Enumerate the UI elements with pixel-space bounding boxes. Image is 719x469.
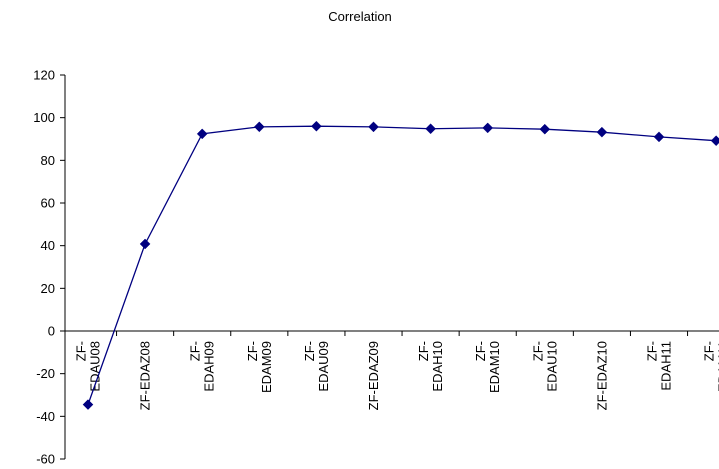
x-category-line: EDAH11 <box>659 341 674 391</box>
x-category-label: ZF-EDAZ10 <box>594 341 609 410</box>
x-category-line: EDAU08 <box>88 341 103 392</box>
axes <box>64 75 719 459</box>
data-point-marker <box>196 128 208 140</box>
x-category-label: ZF- EDAU08 <box>74 341 103 392</box>
y-tick-label: 100 <box>33 110 55 125</box>
data-point-marker <box>425 123 436 135</box>
y-tick-label: 120 <box>33 68 55 83</box>
x-category-line: ZF-EDAZ08 <box>138 341 153 410</box>
x-category-line: EDAM11 <box>716 341 719 392</box>
data-point-marker <box>482 122 494 134</box>
x-category-line: EDAM10 <box>487 341 502 393</box>
x-category-line: ZF- <box>416 341 431 361</box>
x-category-line: ZF- <box>645 341 660 361</box>
data-point-marker <box>311 120 322 132</box>
x-category-label: ZF- EDAH09 <box>188 341 217 392</box>
x-category-line: EDAH09 <box>202 341 217 392</box>
data-point-marker <box>139 238 151 250</box>
x-category-labels: ZF- EDAU08 ZF-EDAZ08 ZF- EDAH09 ZF- EDAM09 ZF- E… <box>74 341 719 410</box>
y-tick-label: 60 <box>41 196 55 211</box>
x-category-label: ZF- EDAM11 <box>702 341 719 392</box>
series-group <box>82 120 719 410</box>
x-category-line: ZF-EDAZ10 <box>594 341 609 410</box>
series-line <box>87 125 717 405</box>
x-category-line: ZF- <box>302 341 317 361</box>
data-point-marker <box>368 121 379 133</box>
x-category-line: ZF-EDAZ09 <box>366 341 381 410</box>
y-tick-labels: -60 -40 -20 0 20 40 60 80 100 120 <box>33 68 65 467</box>
x-category-label: ZF-EDAZ08 <box>138 341 153 410</box>
x-category-line: ZF- <box>473 341 488 361</box>
y-tick-label: 80 <box>41 153 55 168</box>
data-point-marker <box>539 123 551 135</box>
y-tick-label: 20 <box>41 281 55 296</box>
data-point-marker <box>710 135 719 147</box>
x-category-line: EDAH10 <box>430 341 445 392</box>
x-category-line: EDAU10 <box>544 341 559 392</box>
y-tick-label: 40 <box>41 238 55 253</box>
x-category-label: ZF-EDAZ09 <box>366 341 381 410</box>
data-point-marker <box>253 121 265 133</box>
x-category-label: ZF- EDAH10 <box>416 341 445 392</box>
y-tick-label: -20 <box>36 366 55 381</box>
x-category-line: EDAM09 <box>259 341 274 393</box>
x-category-label: ZF- EDAH11 <box>645 341 674 391</box>
x-category-line: ZF- <box>245 341 260 361</box>
chart-title: Correlation <box>328 9 392 24</box>
x-category-line: ZF- <box>74 341 89 361</box>
data-point-marker <box>653 131 665 143</box>
x-category-label: ZF- EDAU10 <box>530 341 559 392</box>
x-category-label: ZF- EDAM10 <box>473 341 502 393</box>
x-category-line: EDAU09 <box>316 341 331 392</box>
x-category-line: ZF- <box>188 341 203 361</box>
y-tick-label: 0 <box>48 324 55 339</box>
x-category-line: ZF- <box>702 341 717 361</box>
x-category-label: ZF- EDAU09 <box>302 341 331 392</box>
data-point-marker <box>596 126 608 138</box>
x-category-label: ZF- EDAM09 <box>245 341 274 393</box>
data-point-marker <box>82 399 94 410</box>
y-tick-label: -60 <box>36 452 55 467</box>
x-category-line: ZF- <box>530 341 545 361</box>
y-tick-label: -40 <box>36 409 55 424</box>
